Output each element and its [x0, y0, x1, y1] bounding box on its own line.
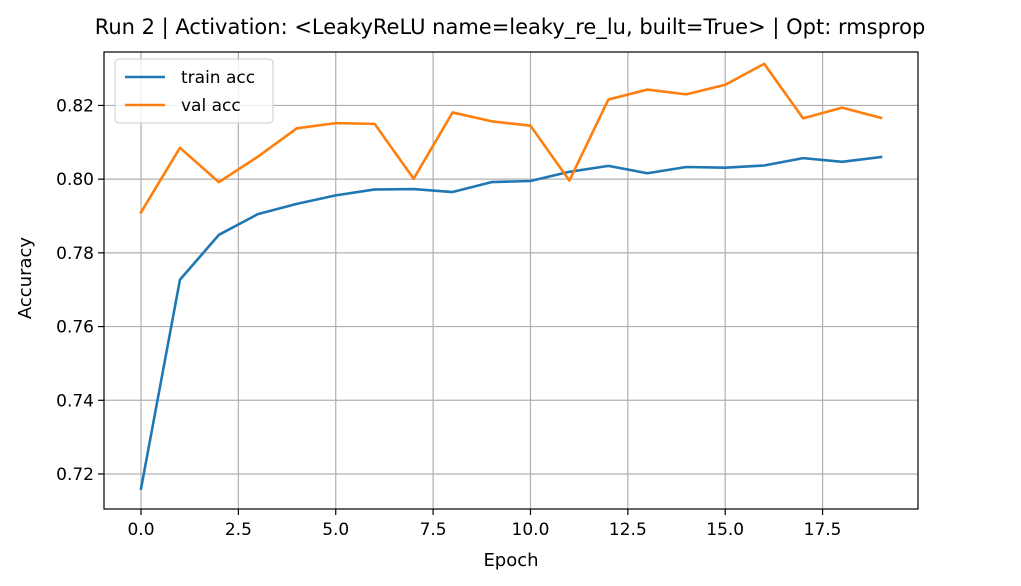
- x-tick-label: 5.0: [322, 520, 349, 540]
- x-tick-label: 2.5: [225, 520, 252, 540]
- legend-box: [114, 58, 274, 124]
- x-tick-label: 12.5: [609, 520, 647, 540]
- y-tick-label: 0.78: [56, 244, 94, 264]
- plot-frame: [103, 51, 919, 510]
- y-tick-label: 0.76: [56, 318, 94, 338]
- legend-label-val-acc: val acc: [181, 96, 241, 116]
- x-tick-label: 7.5: [420, 520, 447, 540]
- y-axis-label: Accuracy: [15, 237, 36, 320]
- x-axis-ticks: 0.0 2.5 5.0 7.5 10.0 12.5 15.0 17.5: [127, 509, 842, 540]
- series-line-val-acc: [139, 62, 883, 215]
- y-axis-ticks: 0.72 0.74 0.76 0.78 0.80 0.82: [56, 96, 104, 485]
- x-axis-label: Epoch: [483, 550, 538, 571]
- y-tick-label: 0.74: [56, 391, 94, 411]
- legend-label-train-acc: train acc: [181, 68, 255, 88]
- series-lines: [139, 62, 883, 491]
- x-tick-label: 10.0: [512, 520, 550, 540]
- grid-lines: [104, 52, 918, 509]
- x-tick-label: 17.5: [804, 520, 842, 540]
- x-tick-label: 0.0: [127, 520, 154, 540]
- legend: train acc val acc: [114, 58, 274, 124]
- y-tick-label: 0.82: [56, 96, 94, 116]
- y-tick-label: 0.80: [56, 170, 94, 190]
- series-line-train-acc: [139, 155, 883, 491]
- y-tick-label: 0.72: [56, 465, 94, 485]
- chart-title: Run 2 | Activation: <LeakyReLU name=leak…: [95, 15, 926, 40]
- x-tick-label: 15.0: [706, 520, 744, 540]
